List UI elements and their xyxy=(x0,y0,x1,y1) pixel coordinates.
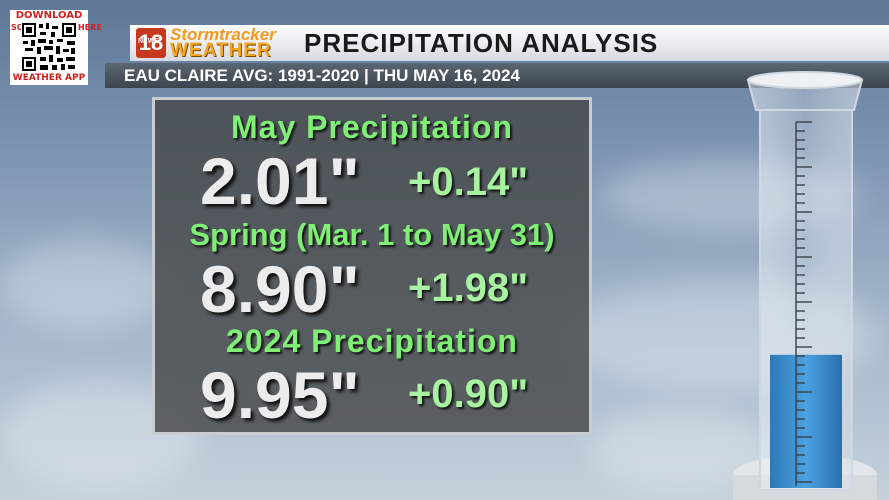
stat-heading: Spring (Mar. 1 to May 31) xyxy=(189,217,555,252)
cloud xyxy=(0,240,170,330)
logo-news-text: NEWS xyxy=(138,38,159,45)
page-title: PRECIPITATION ANALYSIS xyxy=(304,28,659,58)
subtitle-text: EAU CLAIRE AVG: 1991-2020 | THU MAY 16, … xyxy=(124,66,520,85)
stats-panel xyxy=(152,97,592,435)
stat-departure: +0.14" xyxy=(408,160,529,204)
stat-value: 2.01" xyxy=(200,144,360,218)
qr-code-icon xyxy=(21,22,77,72)
logo-channel-badge: NEWS 18 xyxy=(136,28,166,58)
logo-weather-text: WEATHER xyxy=(170,40,272,61)
station-logo: NEWS 18 Stormtracker WEATHER xyxy=(136,26,298,60)
stat-heading: May Precipitation xyxy=(231,109,513,145)
logo-stormtracker-text: Stormtracker xyxy=(170,25,276,44)
title-bar xyxy=(130,25,889,61)
stat-value: 8.90" xyxy=(200,252,360,326)
qr-top-label: DOWNLOAD xyxy=(15,10,83,21)
qr-left-label: SCAN xyxy=(11,23,36,33)
stat-departure: +1.98" xyxy=(408,266,529,310)
qr-download-badge[interactable]: DOWNLOAD SCAN HERE WEATHER APP xyxy=(10,10,102,85)
qr-right-label: HERE xyxy=(78,23,102,33)
gauge-water-level xyxy=(770,354,842,488)
gauge-scale xyxy=(795,121,812,486)
qr-bottom-label: WEATHER APP xyxy=(12,73,86,83)
stat-heading: 2024 Precipitation xyxy=(226,323,518,359)
rain-gauge-icon xyxy=(733,71,877,500)
logo-number: 18 xyxy=(138,30,164,55)
stat-value: 9.95" xyxy=(200,358,360,432)
stat-departure: +0.90" xyxy=(408,372,529,416)
